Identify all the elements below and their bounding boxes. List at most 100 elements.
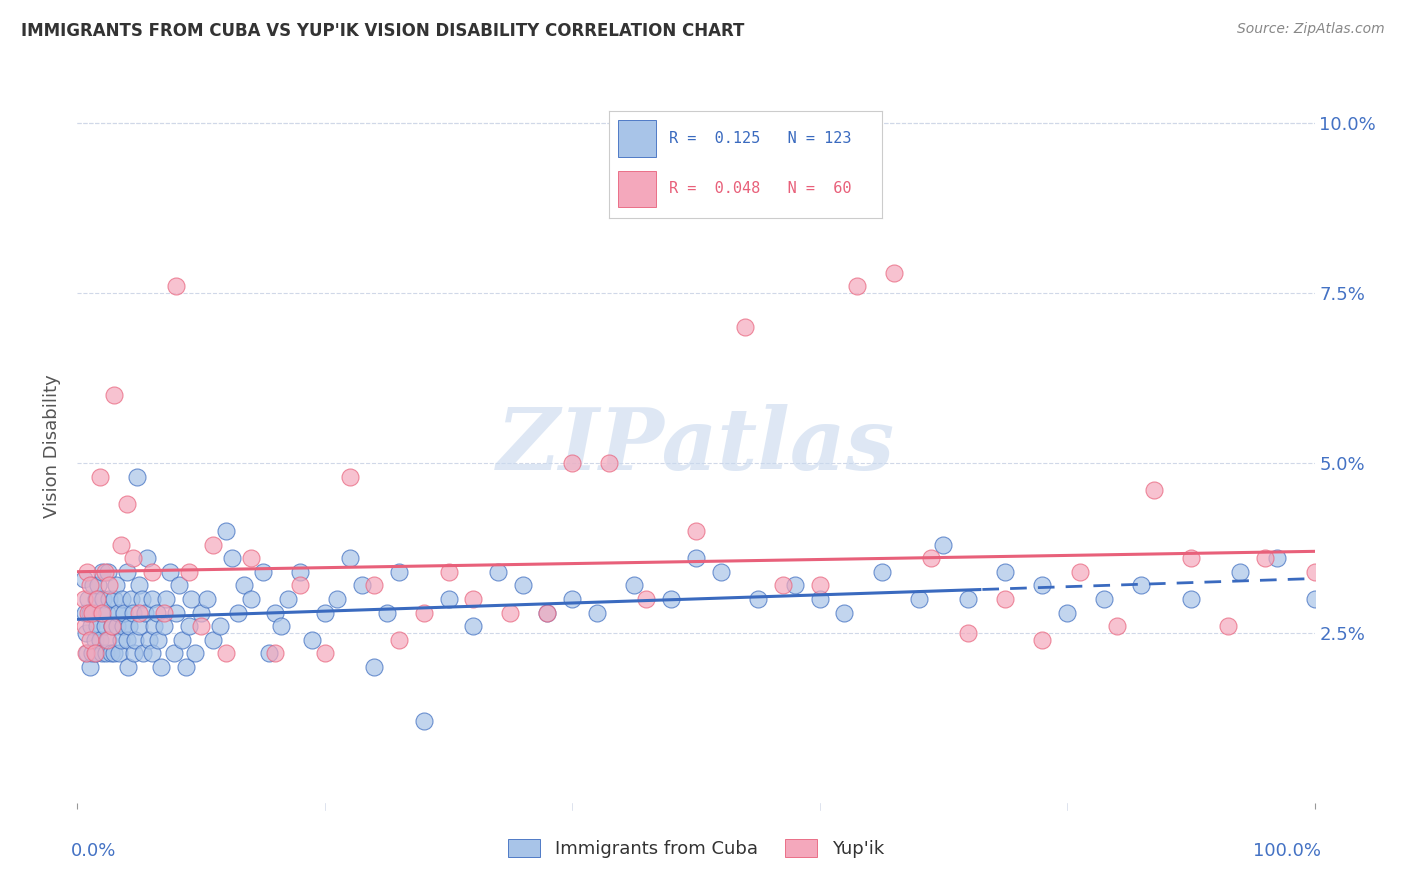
Point <box>1031 578 1053 592</box>
Point <box>91 591 114 606</box>
Point <box>96 606 118 620</box>
Point <box>994 565 1017 579</box>
Point <box>101 619 124 633</box>
Point <box>375 606 398 620</box>
Point <box>76 565 98 579</box>
Point <box>89 632 111 647</box>
Point <box>93 565 115 579</box>
Point <box>536 606 558 620</box>
Point <box>75 646 97 660</box>
Text: Source: ZipAtlas.com: Source: ZipAtlas.com <box>1237 22 1385 37</box>
Point <box>1143 483 1166 498</box>
Point <box>920 551 942 566</box>
Point <box>124 632 146 647</box>
Point <box>808 591 831 606</box>
Point <box>233 578 256 592</box>
Point <box>783 578 806 592</box>
Point <box>326 591 349 606</box>
Point <box>155 591 177 606</box>
Point <box>1229 565 1251 579</box>
Point <box>112 606 135 620</box>
Point <box>177 565 200 579</box>
Point <box>463 619 485 633</box>
Point <box>1254 551 1277 566</box>
Point <box>264 646 287 660</box>
Point <box>82 578 104 592</box>
Point <box>91 606 114 620</box>
Point <box>957 591 980 606</box>
Point <box>561 591 583 606</box>
Point <box>264 606 287 620</box>
Point <box>1303 565 1326 579</box>
Point <box>184 646 207 660</box>
Point <box>202 632 225 647</box>
Point <box>145 606 167 620</box>
Point <box>586 606 609 620</box>
Point <box>153 606 176 620</box>
Point <box>93 619 115 633</box>
Point <box>75 626 97 640</box>
Point <box>1180 591 1202 606</box>
Point <box>103 388 125 402</box>
Point <box>128 578 150 592</box>
Point <box>363 578 385 592</box>
Point <box>83 632 105 647</box>
Point <box>486 565 509 579</box>
Point <box>122 646 145 660</box>
Point <box>190 619 212 633</box>
Point <box>301 632 323 647</box>
Point <box>208 619 231 633</box>
Point <box>131 591 153 606</box>
Point <box>388 565 411 579</box>
Point <box>97 632 120 647</box>
Point <box>994 591 1017 606</box>
Point <box>138 632 160 647</box>
Point <box>79 606 101 620</box>
Point <box>167 578 190 592</box>
Point <box>270 619 292 633</box>
Point <box>117 660 139 674</box>
Point <box>159 565 181 579</box>
Point <box>128 619 150 633</box>
Point <box>135 551 157 566</box>
Point <box>115 632 138 647</box>
Point <box>636 591 658 606</box>
Point <box>437 565 460 579</box>
Point <box>195 591 218 606</box>
Point <box>97 565 120 579</box>
Point <box>77 606 100 620</box>
Point <box>83 646 105 660</box>
Point <box>239 551 262 566</box>
Point <box>314 606 336 620</box>
Point <box>110 632 132 647</box>
Point <box>1267 551 1289 566</box>
Point <box>115 565 138 579</box>
Point <box>73 619 96 633</box>
Point <box>659 591 682 606</box>
Point <box>623 578 645 592</box>
Point <box>883 266 905 280</box>
Point <box>141 591 163 606</box>
Point <box>118 619 141 633</box>
Point <box>96 632 118 647</box>
Point <box>1092 591 1115 606</box>
Point <box>412 606 434 620</box>
Point <box>79 660 101 674</box>
Point <box>110 537 132 551</box>
Point <box>257 646 280 660</box>
Text: 0.0%: 0.0% <box>72 842 117 860</box>
Point <box>710 565 733 579</box>
Point <box>174 660 197 674</box>
Point <box>363 660 385 674</box>
Point <box>1216 619 1239 633</box>
Point <box>685 551 707 566</box>
Point <box>685 524 707 538</box>
Point <box>747 591 769 606</box>
Point <box>1130 578 1153 592</box>
Point <box>1031 632 1053 647</box>
Text: ZIPatlas: ZIPatlas <box>496 404 896 488</box>
Point <box>499 606 522 620</box>
Point <box>128 606 150 620</box>
Point <box>77 591 100 606</box>
Point <box>80 619 103 633</box>
